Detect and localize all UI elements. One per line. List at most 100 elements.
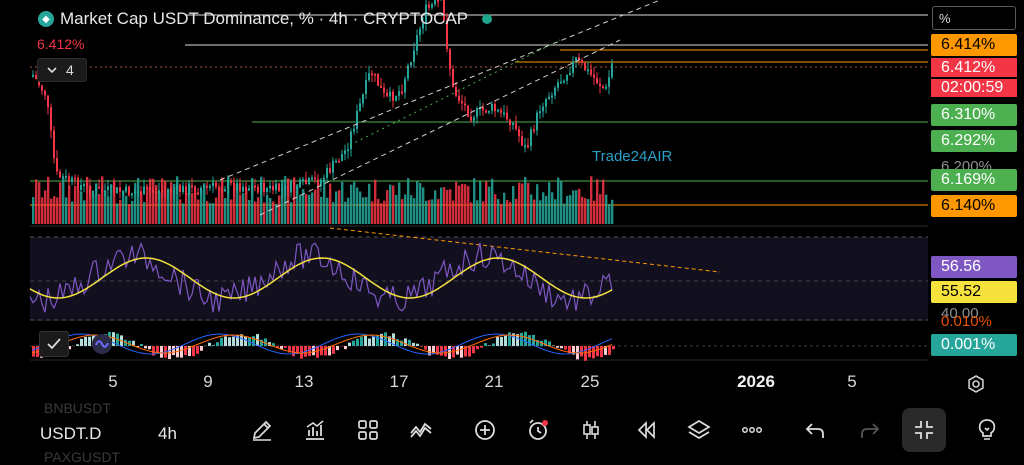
volume-bar — [476, 200, 478, 224]
candle-body — [182, 186, 184, 192]
interval-count: 4 — [66, 62, 74, 78]
volume-bar — [431, 199, 433, 224]
candle-body — [206, 186, 208, 188]
volume-bar — [47, 177, 49, 224]
candle-body — [512, 123, 514, 125]
macd-histogram-bar — [216, 342, 219, 346]
candle-body — [359, 103, 361, 110]
volume-bar — [107, 197, 109, 224]
volume-bar — [479, 182, 481, 224]
candle-body — [506, 113, 508, 120]
candle-body — [305, 179, 307, 184]
candle-body — [548, 97, 550, 99]
price-label-support-3[interactable]: 6.169% — [931, 169, 1017, 191]
volume-bar — [143, 202, 145, 224]
volume-bar — [77, 190, 79, 224]
rsi-ma-value-label: 55.52 — [931, 281, 1017, 303]
candle-body — [209, 186, 211, 188]
candle-body — [263, 183, 265, 192]
percent-mode-toggle[interactable]: % — [932, 6, 1016, 30]
volume-bar — [467, 186, 469, 224]
candle-body — [269, 186, 271, 188]
volume-bar — [125, 196, 127, 224]
candle-body — [539, 111, 541, 113]
pencil-icon[interactable] — [247, 415, 277, 445]
candle-body — [362, 94, 364, 103]
volume-bar — [179, 199, 181, 224]
macd-histogram-bar — [84, 337, 87, 346]
macd-histogram-bar — [156, 346, 159, 352]
macd-histogram-bar — [556, 346, 559, 348]
lightbulb-icon[interactable] — [972, 415, 1002, 445]
interval-selector[interactable]: 4 — [37, 58, 87, 82]
volume-bar — [152, 179, 154, 224]
price-label-support-1[interactable]: 6.310% — [931, 104, 1017, 126]
chart-type-icon[interactable] — [300, 415, 330, 445]
grid-icon[interactable] — [353, 415, 383, 445]
symbol-label[interactable]: USDT.D — [40, 424, 101, 444]
volume-bar — [581, 197, 583, 224]
price-label-support-4[interactable]: 6.140% — [931, 195, 1017, 217]
current-value-label: 6.412% — [37, 36, 84, 52]
candle-body — [329, 168, 331, 172]
candle-body — [389, 92, 391, 97]
price-label-current[interactable]: 6.412% — [931, 58, 1017, 77]
replay-icon[interactable] — [631, 415, 661, 445]
axis-settings-icon[interactable] — [966, 374, 986, 394]
collapse-icon[interactable] — [902, 408, 946, 452]
candle-body — [533, 129, 535, 131]
volume-bar — [284, 176, 286, 224]
candle-body — [458, 96, 460, 101]
macd-histogram-bar — [372, 336, 375, 346]
price-label-support-2[interactable]: 6.292% — [931, 130, 1017, 152]
macd-histogram-bar — [460, 346, 463, 358]
candle-body — [311, 178, 313, 180]
candle-body — [374, 74, 376, 76]
x-axis-label: 21 — [485, 372, 504, 392]
layers-icon[interactable] — [684, 415, 714, 445]
candle-body — [434, 0, 436, 4]
chart-title[interactable]: Market Cap USDT Dominance, % · 4h · CRYP… — [60, 9, 468, 29]
volume-bar — [257, 197, 259, 224]
volume-bar — [74, 186, 76, 224]
volume-bar — [554, 199, 556, 224]
volume-bar — [98, 194, 100, 224]
candle-body — [59, 171, 61, 177]
volume-bar — [566, 196, 568, 224]
price-label-resistance[interactable]: 6.414% — [931, 34, 1017, 56]
undo-icon[interactable] — [800, 415, 830, 445]
candle-body — [161, 190, 163, 192]
alert-clock-icon[interactable] — [523, 415, 553, 445]
macd-axis-ghost-label: 0.010% — [941, 313, 992, 330]
plus-icon[interactable] — [470, 415, 500, 445]
candle-body — [221, 189, 223, 191]
volume-bar — [386, 190, 388, 224]
chart-header[interactable]: ◆ Market Cap USDT Dominance, % · 4h · CR… — [38, 8, 492, 30]
collapse-pane-button[interactable] — [39, 331, 69, 357]
volume-bar — [374, 180, 376, 224]
indicators-icon[interactable] — [406, 415, 436, 445]
macd-value-label: 0.001% — [931, 334, 1017, 356]
candle-body — [344, 150, 346, 154]
candle-body — [455, 87, 457, 96]
indicator-settings-icon[interactable] — [92, 334, 112, 354]
macd-histogram-bar — [148, 346, 151, 349]
macd-histogram-bar — [364, 336, 367, 346]
more-icon[interactable] — [737, 415, 767, 445]
x-axis-label: 25 — [581, 372, 600, 392]
candle-body — [203, 186, 205, 188]
volume-bar — [515, 199, 517, 224]
volume-bar — [602, 180, 604, 224]
x-axis-label: 5 — [108, 372, 117, 392]
candle-body — [413, 51, 415, 62]
timeframe-label[interactable]: 4h — [158, 424, 177, 444]
macd-histogram-bar — [200, 346, 203, 351]
candle-body — [77, 178, 79, 190]
rsi-value-label: 56.56 — [931, 256, 1017, 278]
macd-histogram-bar — [212, 345, 215, 346]
candles-icon[interactable] — [576, 415, 606, 445]
macd-histogram-bar — [208, 343, 211, 346]
candle-body — [284, 185, 286, 189]
volume-bar — [356, 187, 358, 224]
